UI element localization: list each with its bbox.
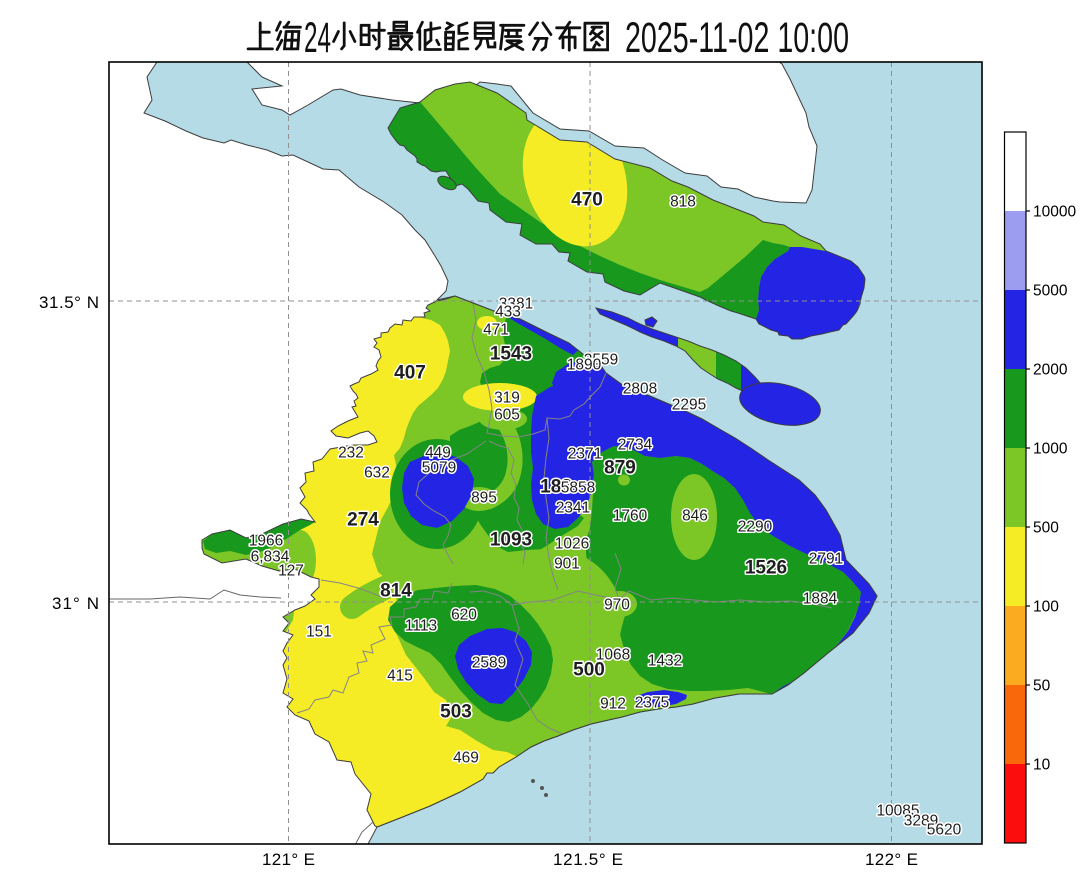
- svg-text:2791: 2791: [809, 551, 843, 568]
- svg-text:5079: 5079: [422, 460, 456, 477]
- svg-text:121° E: 121° E: [262, 850, 315, 869]
- svg-text:10085: 10085: [876, 803, 919, 820]
- svg-text:10000: 10000: [1033, 204, 1076, 221]
- svg-text:3289: 3289: [904, 813, 938, 830]
- svg-text:5000: 5000: [1033, 283, 1068, 300]
- svg-text:1884: 1884: [803, 591, 838, 608]
- svg-text:901: 901: [554, 556, 580, 573]
- svg-text:449: 449: [425, 445, 451, 462]
- svg-text:620: 620: [451, 607, 477, 624]
- svg-text:2375: 2375: [635, 695, 669, 712]
- svg-text:1113: 1113: [405, 618, 437, 635]
- svg-text:632: 632: [364, 465, 390, 482]
- svg-text:407: 407: [394, 363, 426, 384]
- svg-text:1760: 1760: [613, 508, 648, 525]
- svg-text:846: 846: [682, 508, 708, 525]
- svg-text:470: 470: [571, 190, 603, 211]
- svg-text:1093: 1093: [490, 530, 532, 551]
- svg-text:2734: 2734: [618, 437, 653, 454]
- svg-text:970: 970: [604, 597, 630, 614]
- svg-text:503: 503: [440, 702, 472, 723]
- svg-text:274: 274: [347, 510, 379, 531]
- svg-text:2341: 2341: [556, 500, 590, 517]
- svg-text:818: 818: [670, 194, 696, 211]
- svg-text:2589: 2589: [472, 655, 506, 672]
- svg-text:2025-11-02 10:00: 2025-11-02 10:00: [625, 14, 849, 62]
- svg-text:319: 319: [494, 390, 520, 407]
- svg-text:2295: 2295: [672, 397, 706, 414]
- svg-text:1890: 1890: [567, 357, 602, 374]
- svg-text:50: 50: [1033, 678, 1051, 695]
- svg-text:232: 232: [338, 445, 364, 462]
- svg-text:121.5° E: 121.5° E: [553, 850, 623, 869]
- svg-text:24: 24: [304, 14, 331, 62]
- svg-text:912: 912: [600, 696, 626, 713]
- svg-text:895: 895: [471, 490, 497, 507]
- svg-text:31° N: 31° N: [52, 594, 99, 613]
- svg-text:1543: 1543: [490, 344, 532, 365]
- svg-text:433: 433: [495, 304, 521, 321]
- svg-text:151: 151: [306, 624, 332, 641]
- svg-text:2000: 2000: [1033, 362, 1068, 379]
- svg-text:1000: 1000: [1033, 441, 1068, 458]
- svg-text:2808: 2808: [623, 381, 657, 398]
- svg-text:2559: 2559: [584, 352, 618, 369]
- svg-text:814: 814: [380, 581, 412, 602]
- svg-text:1966: 1966: [249, 533, 283, 550]
- svg-text:122° E: 122° E: [865, 850, 918, 869]
- svg-text:1068: 1068: [596, 647, 630, 664]
- svg-text:500: 500: [573, 660, 605, 681]
- svg-text:2290: 2290: [738, 519, 773, 536]
- svg-text:10: 10: [1033, 757, 1051, 774]
- svg-text:1432: 1432: [648, 653, 682, 670]
- svg-text:31.5° N: 31.5° N: [39, 293, 99, 312]
- svg-text:1526: 1526: [745, 558, 787, 579]
- svg-text:471: 471: [483, 322, 509, 339]
- svg-text:127: 127: [278, 563, 304, 580]
- svg-text:879: 879: [604, 458, 636, 479]
- svg-text:469: 469: [453, 750, 479, 767]
- svg-text:2371: 2371: [568, 446, 602, 463]
- svg-text:100: 100: [1033, 599, 1059, 616]
- svg-text:415: 415: [387, 668, 413, 685]
- svg-text:605: 605: [494, 407, 520, 424]
- svg-text:3381: 3381: [499, 296, 533, 313]
- svg-text:188: 188: [540, 477, 572, 498]
- svg-text:5620: 5620: [927, 822, 962, 839]
- svg-text:500: 500: [1033, 520, 1059, 537]
- svg-text:6,834: 6,834: [251, 549, 290, 566]
- svg-text:1026: 1026: [555, 536, 589, 553]
- svg-text:5858: 5858: [561, 480, 595, 497]
